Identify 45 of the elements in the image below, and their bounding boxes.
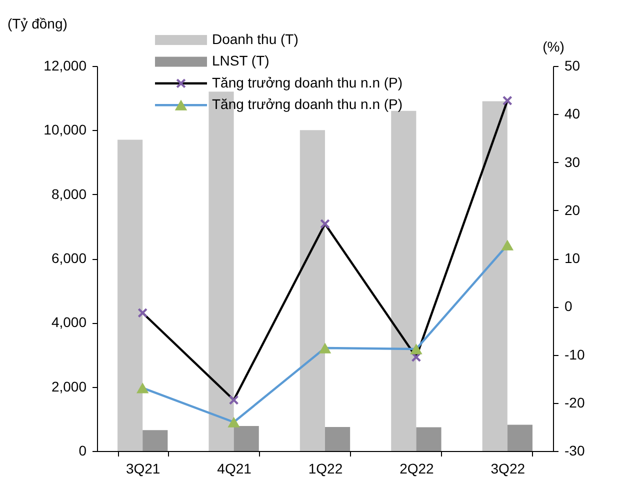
y-tick-label: 10,000 (44, 122, 87, 138)
bar (234, 426, 259, 451)
point (136, 382, 149, 394)
bar (416, 427, 442, 451)
x-tick-label: 3Q22 (490, 460, 526, 476)
x-tick-label: 4Q21 (217, 460, 252, 476)
y2-axis-title: (%) (542, 38, 564, 54)
point (502, 96, 512, 106)
y2-tick-label: 50 (564, 58, 580, 74)
y-tick-label: 12,000 (44, 58, 87, 74)
legend-label: LNST (T) (212, 52, 270, 69)
x-tick-label: 2Q22 (400, 460, 434, 476)
y-tick-label: 4,000 (51, 314, 87, 330)
bar (507, 424, 532, 451)
legend-label: Tăng trưởng doanh thu n.n (P) (212, 96, 403, 112)
y-tick-label: 6,000 (51, 250, 87, 266)
y-tick-label: 2,000 (51, 378, 87, 394)
y2-tick-label: -30 (564, 442, 585, 458)
y-tick-label: 0 (78, 442, 87, 458)
point (320, 218, 330, 229)
bar (482, 101, 508, 451)
bar (118, 140, 143, 451)
y2-tick-label: 10 (564, 250, 580, 266)
x-tick-label: 1Q22 (308, 460, 343, 476)
y-tick-label: 8,000 (51, 186, 87, 202)
y2-tick-label: 0 (564, 298, 572, 314)
point (501, 240, 514, 250)
y-axis-title: (Tỷ đồng) (8, 16, 68, 32)
bar (300, 130, 325, 451)
bar (142, 430, 168, 451)
legend-label: Doanh thu (T) (212, 31, 298, 47)
y2-tick-label: 30 (564, 154, 580, 170)
point (318, 342, 332, 354)
bar (325, 426, 350, 451)
point (228, 395, 239, 405)
point (410, 344, 422, 354)
point (228, 416, 240, 428)
bar (391, 110, 416, 451)
y2-tick-label: -20 (564, 394, 585, 410)
y2-tick-label: 40 (564, 106, 580, 122)
y2-tick-label: -10 (564, 346, 585, 362)
x-tick-label: 3Q21 (126, 460, 160, 476)
legend-label: Tăng trưởng doanh thu n.n (P) (212, 74, 403, 90)
point (138, 308, 148, 318)
y2-tick-label: 20 (564, 202, 580, 218)
